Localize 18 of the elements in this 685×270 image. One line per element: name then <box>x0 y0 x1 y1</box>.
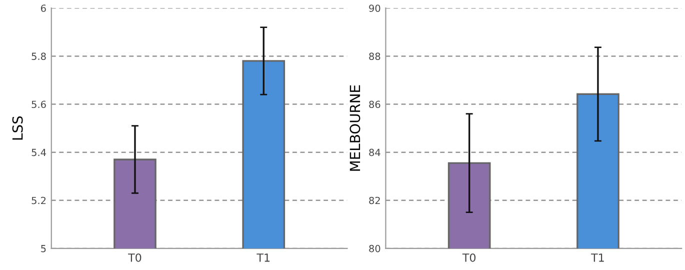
y-tick-label: 6 <box>41 4 46 12</box>
x-tick-label: T0 <box>128 253 142 262</box>
x-tick-label: T0 <box>462 253 476 262</box>
y-tick-label: 88 <box>369 52 380 60</box>
y-tick-label: 82 <box>369 196 380 204</box>
y-tick-label: 84 <box>369 148 380 156</box>
y-tick-label: 5.8 <box>32 52 46 60</box>
y-axis-title: LSS <box>12 116 23 140</box>
y-tick-label: 5.4 <box>32 148 46 156</box>
y-tick-label: 86 <box>369 100 380 108</box>
y-tick-label: 5.2 <box>32 196 46 204</box>
y-tick-label: 5.6 <box>32 100 46 108</box>
y-tick-label: 80 <box>369 244 380 252</box>
y-axis-title: MELBOURNE <box>350 85 360 171</box>
x-tick-label: T1 <box>256 254 270 262</box>
y-tick-label: 90 <box>369 4 380 12</box>
y-tick-label: 5 <box>41 245 46 252</box>
x-tick-label: T1 <box>591 254 604 262</box>
